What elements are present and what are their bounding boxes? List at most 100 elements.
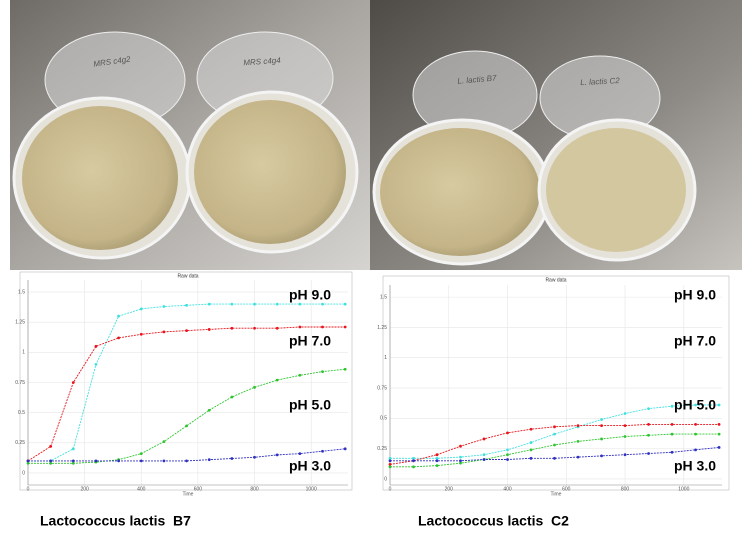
data-point: [600, 418, 603, 421]
data-point: [207, 458, 211, 462]
data-point: [435, 453, 439, 457]
data-point: [670, 450, 674, 454]
data-point: [139, 459, 143, 463]
data-point: [670, 404, 674, 408]
data-point: [694, 448, 697, 452]
data-point: [117, 336, 121, 340]
series-label: pH 3.0: [289, 458, 331, 474]
data-point: [253, 385, 256, 389]
data-point: [49, 461, 53, 465]
chart-title: Raw data: [545, 277, 566, 283]
data-point: [459, 444, 462, 448]
data-point: [670, 422, 674, 426]
data-point: [388, 462, 392, 466]
data-point: [553, 443, 556, 447]
data-point: [185, 459, 188, 463]
data-point: [435, 459, 439, 463]
data-point: [553, 432, 556, 436]
data-point: [388, 456, 392, 460]
lid-label: L. lactis C2: [580, 76, 621, 87]
data-point: [26, 459, 30, 463]
y-tick-label: 1: [22, 350, 25, 356]
data-point: [459, 459, 462, 463]
data-point: [139, 452, 143, 456]
series-label: pH 5.0: [289, 397, 331, 413]
y-tick-label: 0.5: [380, 416, 387, 422]
y-tick-label: 1: [384, 355, 387, 361]
y-tick-label: 1.25: [15, 320, 25, 326]
data-point: [388, 459, 392, 463]
data-point: [623, 453, 627, 457]
data-point: [529, 456, 533, 460]
data-point: [717, 422, 721, 426]
chart-frame: [382, 275, 730, 491]
data-point: [139, 307, 143, 311]
y-tick-label: 1.5: [18, 289, 25, 295]
data-point: [207, 302, 211, 306]
data-point: [553, 425, 556, 429]
x-tick-label: 1000: [678, 486, 689, 492]
data-point: [343, 325, 347, 329]
data-point: [230, 302, 234, 306]
data-point: [694, 422, 697, 426]
data-point: [482, 437, 486, 441]
data-point: [647, 433, 650, 437]
data-point: [321, 325, 324, 329]
data-point: [694, 432, 697, 436]
data-point: [71, 461, 75, 465]
data-point: [230, 326, 234, 330]
data-point: [600, 454, 603, 458]
data-point: [506, 453, 509, 457]
data-point: [623, 424, 627, 428]
data-point: [435, 464, 439, 468]
series-line: [390, 446, 720, 462]
y-tick-label: 1.25: [377, 325, 387, 331]
data-point: [553, 456, 556, 460]
data-point: [576, 455, 580, 459]
x-tick-label: 200: [80, 486, 89, 492]
x-axis-label: Time: [183, 491, 194, 497]
data-point: [623, 435, 627, 438]
chart-caption: Lactococcus lactis C2: [418, 513, 569, 529]
y-tick-label: 1.5: [380, 294, 387, 300]
data-point: [207, 408, 211, 412]
data-point: [388, 465, 392, 469]
data-point: [412, 465, 415, 469]
data-point: [71, 381, 75, 384]
data-point: [717, 432, 721, 436]
data-point: [482, 458, 486, 461]
data-point: [275, 302, 279, 306]
data-point: [459, 455, 462, 459]
data-point: [207, 328, 211, 331]
series-line: [390, 404, 720, 459]
x-tick-label: 800: [621, 486, 630, 492]
data-point: [321, 302, 324, 306]
data-point: [459, 461, 462, 465]
series-label: pH 7.0: [674, 333, 716, 349]
data-point: [506, 431, 509, 435]
data-point: [298, 325, 302, 329]
x-tick-label: 800: [250, 486, 259, 492]
data-point: [647, 422, 650, 426]
data-point: [529, 448, 533, 452]
data-point: [94, 459, 98, 463]
data-point: [94, 363, 98, 366]
data-point: [412, 459, 415, 463]
data-point: [343, 367, 347, 371]
x-tick-label: 600: [194, 486, 203, 492]
data-point: [162, 305, 166, 308]
x-tick-label: 0: [27, 486, 30, 492]
data-point: [343, 302, 347, 306]
data-point: [49, 459, 53, 463]
chart-caption: Lactococcus lactis B7: [40, 513, 191, 529]
data-point: [529, 427, 533, 431]
data-point: [670, 432, 674, 436]
data-point: [600, 437, 603, 441]
data-point: [117, 314, 121, 318]
data-point: [139, 332, 143, 336]
data-point: [71, 447, 75, 451]
lid-label: L. lactis B7: [457, 73, 497, 85]
series-label: pH 9.0: [289, 287, 331, 303]
